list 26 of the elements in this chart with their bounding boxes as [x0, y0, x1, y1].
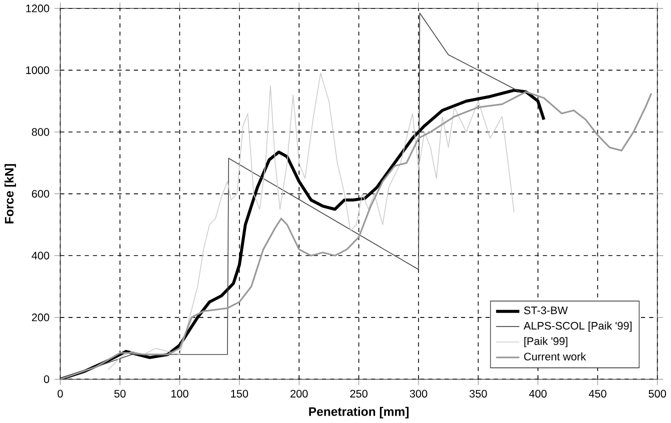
legend-label: ALPS-SCOL [Paik '99] [524, 322, 632, 332]
x-tick-label: 450 [588, 390, 606, 398]
x-tick-label: 350 [470, 390, 487, 398]
x-tick-label: 300 [410, 390, 428, 398]
y-tick-label: 0 [44, 375, 50, 384]
y-tick-label: 1000 [26, 66, 50, 74]
x-tick-label: 200 [290, 390, 308, 398]
x-tick-label: 50 [114, 390, 126, 398]
y-tick-label: 600 [32, 190, 50, 198]
legend-label: [Paik '99] [524, 337, 568, 348]
x-tick-label: 0 [58, 390, 63, 398]
x-tick-label: 500 [648, 390, 666, 398]
line-series [108, 72, 514, 370]
y-tick-label: 1200 [26, 4, 50, 12]
x-tick-label: 150 [231, 390, 248, 398]
x-tick-label: 100 [171, 390, 188, 398]
y-tick-label: 200 [32, 314, 50, 322]
y-axis-title: Force [kN] [4, 164, 16, 224]
x-axis-title: Penetration [mm] [309, 406, 409, 418]
y-tick-label: 800 [32, 128, 50, 136]
x-tick-label: 400 [529, 390, 547, 398]
legend-label: Current work [524, 352, 586, 360]
y-tick-label: 400 [32, 252, 50, 260]
x-tick-label: 250 [350, 390, 368, 398]
legend-label: ST-3-BW [524, 306, 568, 314]
line-series [60, 91, 652, 380]
